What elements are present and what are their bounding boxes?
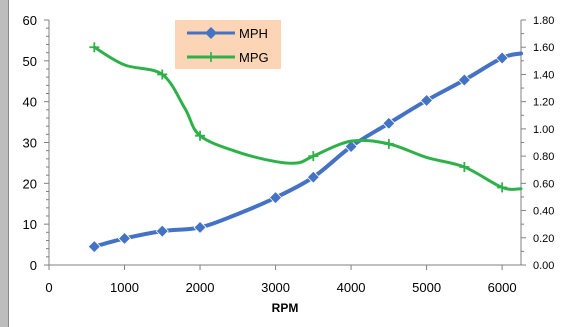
y-left-tick-label: 60 (23, 13, 37, 28)
x-axis-label: RPM (272, 301, 299, 315)
x-tick-label: 4000 (337, 280, 366, 295)
point-mph (306, 170, 320, 184)
y-left-tick-label: 20 (23, 176, 37, 191)
point-mph (155, 224, 169, 238)
legend-entry-mph: MPH (187, 26, 268, 41)
point-mpg (497, 182, 508, 193)
y-left-tick-label: 40 (23, 95, 37, 110)
y-right-tick-label: 1.00 (533, 124, 554, 136)
legend-mph-label: MPH (239, 26, 268, 41)
y-left-tick-label: 10 (23, 217, 37, 232)
x-tick-label: 1000 (110, 280, 139, 295)
point-mph (420, 93, 434, 108)
point-mpg (89, 42, 100, 53)
y-right-tick-label: 0.60 (533, 178, 554, 190)
point-mpg (308, 151, 319, 162)
point-mpg (157, 69, 168, 80)
point-mpg (383, 138, 394, 149)
point-mph (268, 191, 283, 205)
y-right-tick-label: 0.00 (533, 260, 554, 272)
axes-layer (48, 20, 522, 266)
x-tick-label: 3000 (261, 280, 290, 295)
legend-mpg-marker (206, 52, 216, 62)
point-mph (193, 220, 207, 234)
y-right-tick-label: 0.80 (533, 151, 554, 163)
series-layer (87, 42, 523, 254)
legend-box (175, 20, 281, 69)
legend-mpg-label: MPG (239, 50, 269, 65)
x-tick-label: 2000 (186, 280, 215, 295)
point-mpg (195, 130, 206, 141)
series-line-mpg (92, 45, 523, 191)
y-right-tick-label: 0.40 (533, 206, 554, 218)
y-right-tick-label: 1.80 (533, 15, 554, 27)
y-right-tick-label: 1.60 (533, 42, 554, 54)
point-mpg (459, 162, 470, 172)
window-left-border (0, 0, 9, 327)
y-right-tick-label: 1.40 (533, 69, 554, 81)
legend: MPH MPG (175, 20, 281, 69)
y-left-tick-label: 50 (23, 54, 37, 69)
series-line-mph (92, 51, 523, 249)
x-tick-label: 5000 (412, 280, 441, 295)
x-tick-label: 0 (45, 280, 52, 295)
point-mph (382, 116, 396, 130)
x-tick-label: 6000 (488, 280, 517, 295)
point-mph (117, 231, 132, 246)
y-right-tick-label: 1.20 (533, 97, 554, 109)
point-mph (344, 140, 358, 154)
y-left-tick-label: 30 (23, 136, 37, 151)
legend-mph-marker (205, 27, 217, 39)
point-mph (495, 51, 509, 65)
y-left-tick-label: 0 (30, 258, 37, 273)
point-mph (457, 73, 471, 87)
tick-layer: 0 10 20 30 40 50 60 0.00 0.20 0.40 0.60 0.80 1.00 1.2… (23, 13, 555, 295)
point-mph (87, 240, 101, 254)
legend-entry-mpg: MPG (187, 50, 269, 65)
y-right-tick-label: 0.20 (533, 233, 554, 245)
